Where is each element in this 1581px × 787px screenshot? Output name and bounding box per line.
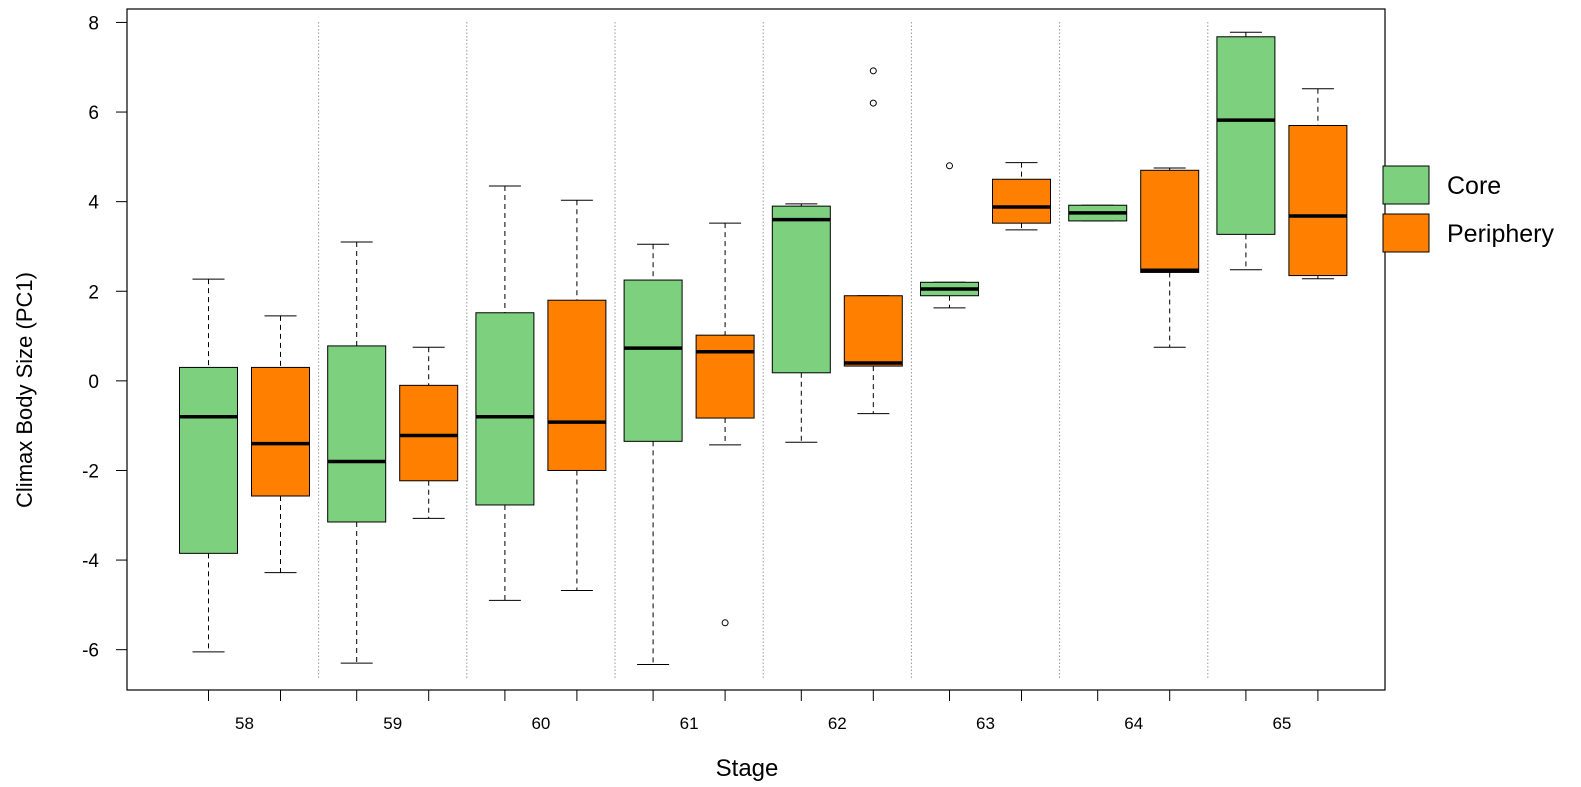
box-iqr bbox=[623, 279, 683, 442]
box-periphery-61 bbox=[695, 222, 755, 627]
box-periphery-64 bbox=[1140, 167, 1200, 348]
box-periphery-60 bbox=[547, 199, 607, 592]
x-axis: 58 59 60 61 62 63 64 65 bbox=[208, 690, 1319, 733]
box-core-61 bbox=[623, 243, 683, 665]
box-iqr bbox=[1216, 36, 1276, 235]
box-series bbox=[179, 31, 1348, 665]
legend-label-core: Core bbox=[1447, 172, 1501, 200]
legend-swatch-periphery bbox=[1382, 213, 1430, 253]
y-axis: -6 -4 -2 0 2 4 6 8 bbox=[82, 13, 127, 662]
box-iqr bbox=[695, 334, 755, 419]
box-iqr bbox=[327, 345, 387, 523]
box-periphery-59 bbox=[399, 346, 459, 519]
outlier-point bbox=[869, 99, 877, 107]
plot-frame bbox=[126, 8, 1386, 691]
box-core-62 bbox=[771, 203, 831, 443]
box-periphery-62 bbox=[843, 67, 903, 415]
box-iqr bbox=[992, 178, 1051, 224]
box-iqr bbox=[399, 384, 459, 482]
box-periphery-63 bbox=[992, 162, 1051, 231]
x-tick-label: 63 bbox=[976, 714, 995, 733]
box-iqr bbox=[547, 299, 607, 471]
y-tick-label: 4 bbox=[88, 193, 99, 214]
outlier-point bbox=[721, 619, 729, 627]
box-core-64 bbox=[1068, 204, 1128, 222]
y-tick-label: 6 bbox=[88, 103, 99, 124]
y-tick-label: 0 bbox=[88, 372, 99, 393]
box-core-65 bbox=[1216, 31, 1276, 271]
box-core-59 bbox=[327, 241, 387, 664]
box-iqr bbox=[1140, 169, 1200, 273]
box-iqr bbox=[771, 205, 831, 374]
y-tick-label: 2 bbox=[88, 282, 99, 303]
y-tick-label: -2 bbox=[82, 461, 99, 482]
box-core-60 bbox=[475, 185, 535, 601]
y-tick-label: -4 bbox=[82, 551, 99, 572]
x-tick-label: 61 bbox=[680, 714, 699, 733]
y-tick-label: -6 bbox=[82, 641, 99, 662]
x-axis-label: Stage bbox=[716, 755, 779, 782]
box-iqr bbox=[251, 366, 310, 497]
x-tick-label: 59 bbox=[383, 714, 402, 733]
x-tick-label: 65 bbox=[1272, 714, 1291, 733]
outlier-point bbox=[946, 162, 953, 170]
box-iqr bbox=[1288, 124, 1348, 277]
legend: Core Periphery bbox=[1382, 165, 1554, 253]
box-iqr bbox=[179, 366, 238, 554]
box-core-63 bbox=[920, 162, 979, 309]
stage-separators bbox=[318, 22, 1209, 680]
box-iqr bbox=[843, 295, 903, 367]
x-tick-label: 58 bbox=[235, 714, 254, 733]
box-iqr bbox=[475, 312, 535, 506]
box-core-58 bbox=[179, 278, 238, 653]
legend-swatch-core bbox=[1382, 165, 1430, 205]
y-tick-label: 8 bbox=[88, 13, 99, 34]
y-axis-label: Climax Body Size (PC1) bbox=[12, 272, 37, 508]
box-periphery-65 bbox=[1288, 88, 1348, 280]
x-tick-label: 60 bbox=[531, 714, 550, 733]
box-periphery-58 bbox=[251, 315, 310, 574]
x-tick-label: 62 bbox=[828, 714, 847, 733]
x-tick-label: 64 bbox=[1124, 714, 1143, 733]
legend-label-periphery: Periphery bbox=[1447, 220, 1554, 248]
outlier-point bbox=[869, 67, 877, 75]
